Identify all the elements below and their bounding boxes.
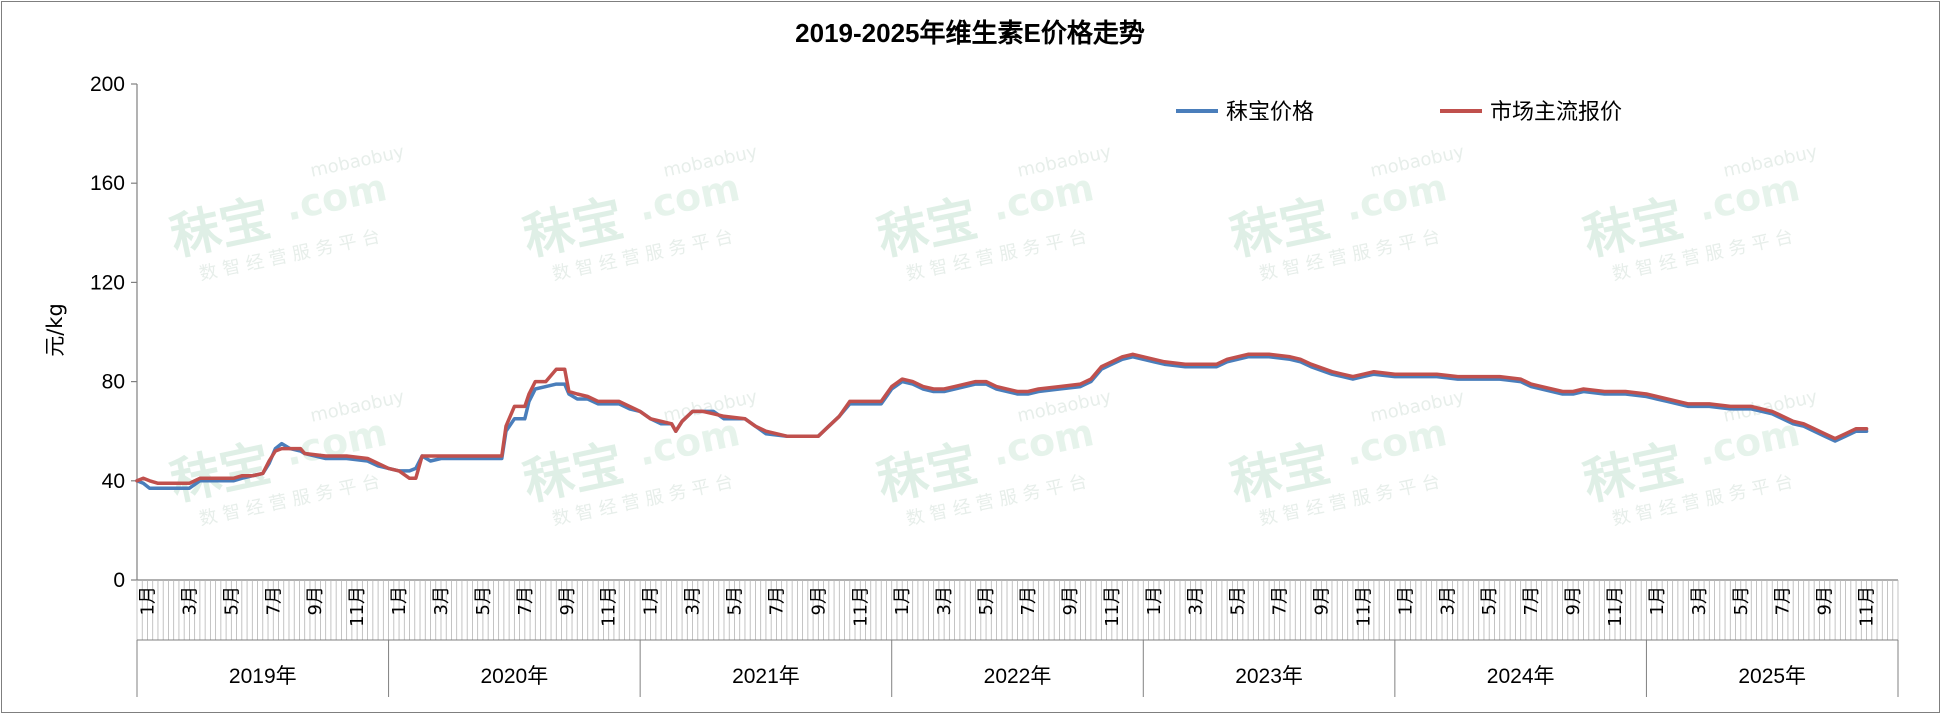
x-month-label: 7月 <box>1521 586 1542 615</box>
x-year-label: 2023年 <box>1235 665 1303 688</box>
x-month-label: 5月 <box>473 586 494 615</box>
x-month-label: 9月 <box>305 586 326 615</box>
x-month-label: 9月 <box>1311 586 1332 615</box>
x-month-label: 3月 <box>1186 586 1207 615</box>
x-month-label: 11月 <box>1605 586 1626 627</box>
x-month-label: 5月 <box>1479 586 1500 615</box>
chart-title: 2019-2025年维生素E价格走势 <box>795 18 1145 48</box>
x-month-label: 3月 <box>934 586 955 615</box>
x-month-label: 11月 <box>1102 586 1123 627</box>
x-month-label: 1月 <box>892 586 913 615</box>
y-tick-label: 160 <box>90 172 125 195</box>
x-month-label: 11月 <box>1353 586 1374 627</box>
x-year-label: 2025年 <box>1738 665 1806 688</box>
x-month-label: 9月 <box>557 586 578 615</box>
legend: 秣宝价格 市场主流报价 <box>1176 100 1622 125</box>
x-year-label: 2024年 <box>1487 665 1555 688</box>
x-month-label: 1月 <box>389 586 410 615</box>
x-month-label: 1月 <box>1647 586 1668 615</box>
x-month-label: 11月 <box>850 586 871 627</box>
x-month-label: 11月 <box>347 586 368 627</box>
x-month-label: 11月 <box>599 586 620 627</box>
x-month-label: 5月 <box>1731 586 1752 615</box>
x-month-label: 3月 <box>1689 586 1710 615</box>
x-month-label: 1月 <box>641 586 662 615</box>
x-month-label: 3月 <box>1437 586 1458 615</box>
watermark-layer: 秣宝 .commobaobuy数 智 经 营 服 务 平 台秣宝 .commobao… <box>165 141 1819 530</box>
x-month-label: 7月 <box>263 586 284 615</box>
x-year-label: 2020年 <box>480 665 548 688</box>
x-month-label: 5月 <box>724 586 745 615</box>
plot-area <box>135 352 1869 490</box>
x-month-label: 7月 <box>1773 586 1794 615</box>
x-year-label: 2022年 <box>984 665 1052 688</box>
legend-label-1: 秣宝价格 <box>1226 100 1314 125</box>
x-month-label: 7月 <box>766 586 787 615</box>
x-month-label: 7月 <box>515 586 536 615</box>
y-tick-label: 40 <box>102 470 125 493</box>
y-axis-label: 元/kg <box>43 303 67 357</box>
x-month-label: 7月 <box>1018 586 1039 615</box>
y-tick-label: 80 <box>102 371 125 394</box>
x-month-label: 11月 <box>1857 586 1878 627</box>
x-year-label: 2021年 <box>732 665 800 688</box>
x-month-label: 3月 <box>179 586 200 615</box>
x-month-label: 1月 <box>1395 586 1416 615</box>
x-month-label: 7月 <box>1270 586 1291 615</box>
y-tick-label: 120 <box>90 271 125 294</box>
x-month-label: 9月 <box>808 586 829 615</box>
x-year-label: 2019年 <box>229 665 297 688</box>
x-month-label: 9月 <box>1060 586 1081 615</box>
x-month-label: 5月 <box>221 586 242 615</box>
x-month-label: 9月 <box>1815 586 1836 615</box>
x-month-label: 9月 <box>1563 586 1584 615</box>
y-tick-label: 200 <box>90 73 125 96</box>
x-month-label: 1月 <box>137 586 158 615</box>
y-tick-label: 0 <box>113 569 125 592</box>
x-month-label: 5月 <box>1228 586 1249 615</box>
series-line-2 <box>135 352 1869 486</box>
x-month-label: 5月 <box>976 586 997 615</box>
x-month-label: 1月 <box>1144 586 1165 615</box>
y-axis: 0 40 80 120 160 200 <box>90 73 138 592</box>
x-axis: 1月 3月 5月 7月 9月 11月 1月 3月 5月 7月 9月 11月 1月 3月 5月 7月 9月 11月 1… <box>136 579 1899 697</box>
legend-label-2: 市场主流报价 <box>1490 100 1622 125</box>
x-month-label: 3月 <box>683 586 704 615</box>
x-month-label: 3月 <box>431 586 452 615</box>
